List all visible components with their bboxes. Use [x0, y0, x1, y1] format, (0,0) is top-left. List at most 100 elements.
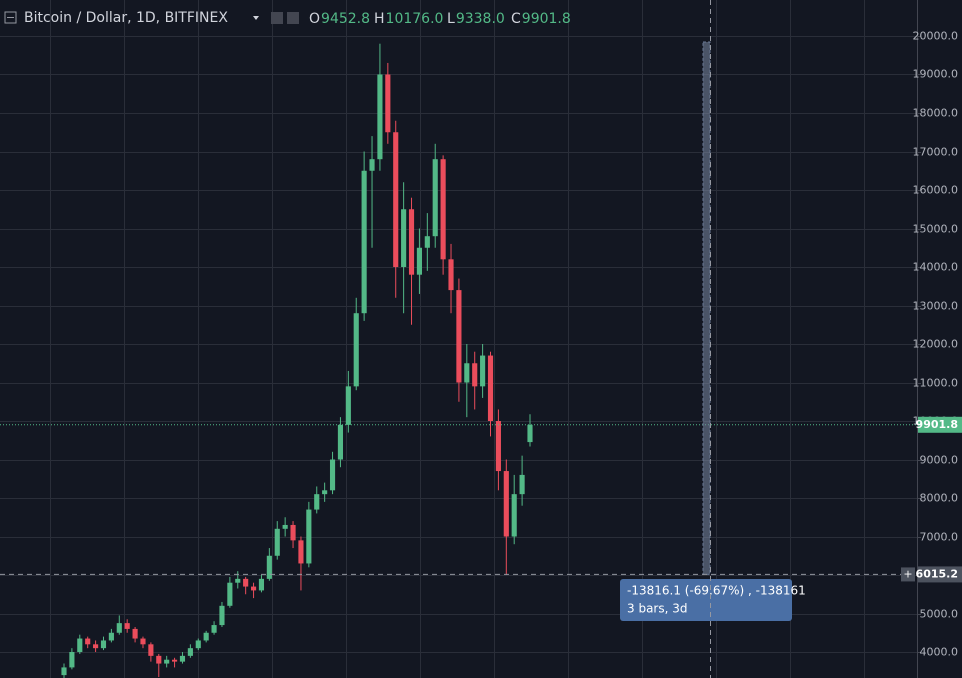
ohlc-key: O: [309, 11, 320, 27]
y-tick-label: 12000.0: [913, 338, 959, 351]
candle-body: [361, 170, 367, 314]
candle-body: [172, 659, 178, 662]
candle-body: [290, 524, 296, 541]
candle-body: [314, 494, 320, 510]
candle-body: [235, 578, 241, 583]
candle-body: [385, 74, 391, 133]
y-tick-label: 11000.0: [913, 377, 959, 390]
candle-body: [69, 652, 75, 668]
candle-body: [472, 363, 478, 387]
candle-body: [511, 494, 517, 537]
settings-icon[interactable]: [271, 12, 283, 24]
candle-body: [495, 421, 501, 472]
candle-body: [408, 209, 415, 275]
y-tick-label: 14000.0: [913, 261, 959, 274]
crosshair-plus-box: [901, 567, 915, 582]
ohlc-value: 9338.0: [456, 11, 505, 27]
candle-body: [448, 259, 454, 291]
candle-body: [179, 655, 186, 662]
plot: -13816.1 (-69.67%) , -138161 3 bars, 3d: [0, 41, 917, 678]
candle-body: [187, 648, 193, 656]
candle-body: [61, 667, 67, 676]
y-tick-label: 18000.0: [913, 107, 959, 120]
y-tick-label: 13000.0: [913, 300, 959, 313]
candle-body: [369, 159, 375, 171]
candle-body: [401, 209, 407, 268]
candle-body: [456, 290, 462, 383]
y-tick-label: 5000.0: [920, 608, 959, 621]
y-tick-label: 9000.0: [920, 454, 959, 467]
ohlc-value: 10176.0: [386, 11, 444, 27]
candle-body: [140, 638, 146, 645]
candle-body: [298, 540, 304, 564]
candle-body: [432, 159, 438, 237]
candle-body: [243, 578, 249, 587]
candle-body: [337, 424, 344, 460]
candle-body: [282, 524, 288, 529]
candle-body: [100, 640, 107, 649]
candle-body: [440, 159, 446, 260]
ohlc-value: 9452.8: [321, 11, 370, 27]
candle-body: [464, 363, 470, 383]
candle-body: [329, 459, 336, 491]
symbol-dropdown[interactable]: [253, 16, 259, 20]
last-price-box: [918, 416, 962, 433]
candle-body: [345, 386, 351, 425]
candle-body: [132, 628, 138, 639]
candle-body: [274, 528, 280, 556]
ohlc-key: L: [447, 11, 455, 27]
measure-line1: -13816.1 (-69.67%) , -138161: [627, 584, 806, 598]
candle-body: [519, 474, 525, 495]
symbol-title[interactable]: Bitcoin / Dollar, 1D, BITFINEX: [24, 10, 228, 26]
ohlc-value: 9901.8: [522, 11, 571, 27]
y-tick-label: 17000.0: [913, 146, 959, 159]
candle-body: [124, 623, 130, 629]
ohlc-key: H: [374, 11, 385, 27]
measure-line2: 3 bars, 3d: [627, 602, 688, 616]
candle-body: [164, 659, 170, 664]
candle-body: [416, 247, 422, 275]
candle-body: [93, 644, 99, 649]
header[interactable]: Bitcoin / Dollar, 1D, BITFINEX O 9452.8 H 1…: [4, 10, 571, 27]
candle-body: [195, 640, 201, 649]
candle-body: [116, 623, 122, 633]
crosshair-plus: +: [903, 567, 912, 580]
crosshair-price-box: [918, 566, 962, 583]
candle-body: [322, 490, 328, 495]
visibility-icon[interactable]: [287, 12, 299, 24]
collapse-toggle[interactable]: [4, 11, 17, 24]
candle-body: [85, 638, 91, 645]
candle-body: [353, 313, 359, 387]
measure-range: [702, 41, 711, 575]
candle-body: [527, 424, 533, 443]
candle-body: [258, 578, 265, 591]
candle-body: [377, 74, 383, 160]
last-price-label: 9901.8: [916, 418, 958, 431]
crosshair-price-label: 6015.2: [916, 567, 958, 580]
y-tick-label: 20000.0: [913, 30, 959, 43]
candle-body: [211, 625, 217, 633]
candle-body: [108, 632, 114, 641]
ohlc-legend: O 9452.8 H 10176.0 L 9338.0 C 9901.8: [309, 11, 571, 27]
candle-body: [77, 638, 83, 653]
y-tick-label: 7000.0: [920, 531, 959, 544]
candle-body: [219, 605, 225, 626]
candle-body: [250, 586, 257, 591]
price-axis: 4000.05000.06000.07000.08000.09000.01000…: [901, 30, 962, 659]
candle-body: [487, 355, 494, 422]
y-tick-label: 8000.0: [920, 492, 959, 505]
y-tick-label: 4000.0: [920, 646, 959, 659]
candle-body: [503, 471, 509, 537]
candle-body: [393, 132, 399, 268]
candle-body: [203, 632, 209, 641]
ohlc-key: C: [511, 11, 521, 27]
y-tick-label: 19000.0: [913, 68, 959, 81]
candle-body: [266, 555, 272, 579]
candle-body: [424, 236, 430, 248]
candle-body: [227, 582, 233, 606]
y-tick-label: 15000.0: [913, 223, 959, 236]
candle-body: [306, 509, 312, 564]
